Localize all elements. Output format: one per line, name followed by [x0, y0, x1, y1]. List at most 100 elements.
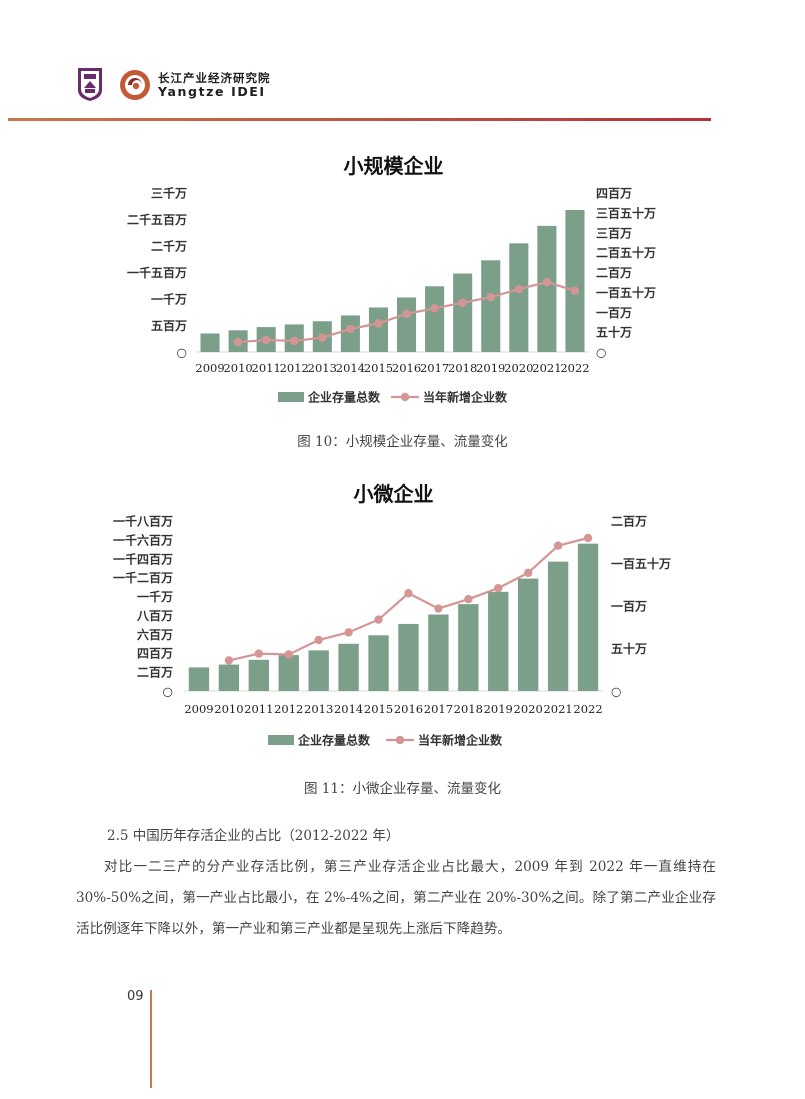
x-tick-label: 2019	[476, 361, 505, 375]
institute-name-en: Yangtze IDEI	[158, 84, 266, 99]
x-tick-label: 2013	[304, 702, 333, 716]
footer-rule	[150, 990, 152, 1088]
x-tick-label: 2010	[214, 702, 243, 716]
right-tick-label: 一百万	[596, 306, 632, 320]
page-number: 09	[127, 989, 144, 1004]
left-tick-label: 一千二百万	[113, 570, 173, 585]
left-tick-label: 一千四百万	[113, 551, 173, 566]
line-point-2011	[254, 649, 264, 658]
bar-2012	[278, 655, 299, 691]
left-tick-label: 五百万	[151, 319, 187, 333]
line-point-2021	[542, 277, 552, 287]
line-point-2018	[464, 595, 473, 604]
left-tick-label: ○	[177, 346, 187, 360]
line-point-2020	[514, 284, 524, 294]
right-tick-label: 二百五十万	[596, 245, 656, 260]
left-tick-label: 三千万	[151, 186, 187, 201]
left-tick-label: 二百万	[137, 666, 173, 680]
x-tick-label: 2022	[573, 702, 602, 716]
line-point-2019	[486, 292, 495, 302]
bar-2015	[368, 307, 389, 352]
line-point-2010	[224, 656, 234, 665]
x-tick-label: 2009	[184, 702, 213, 716]
left-tick-label: 二千万	[151, 239, 187, 254]
left-tick-label: 一千八百万	[113, 514, 173, 529]
legend-bar-swatch	[268, 735, 294, 745]
left-tick-label: 八百万	[136, 609, 173, 623]
right-tick-label: ○	[611, 685, 621, 699]
left-tick-label: 一千万	[151, 292, 187, 307]
line-point-2010	[233, 337, 243, 347]
x-tick-label: 2016	[394, 702, 423, 716]
x-tick-label: 2016	[392, 361, 421, 375]
institute-logo-icon	[120, 70, 150, 100]
x-tick-label: 2018	[448, 361, 477, 375]
x-tick-label: 2009	[195, 361, 224, 375]
section-heading: 2.5 中国历年存活企业的占比（2012-2022 年）	[107, 828, 400, 844]
line-point-2020	[523, 568, 533, 578]
x-tick-label: 2012	[280, 361, 309, 375]
x-tick-label: 2018	[454, 702, 483, 716]
bar-2009	[188, 667, 210, 691]
line-point-2017	[430, 304, 439, 313]
x-tick-label: 2021	[543, 702, 572, 716]
body-paragraph: 对比一二三产的分产业存活比例，第三产业存活企业占比最大，2009 年到 2022…	[76, 859, 716, 937]
line-point-2016	[402, 309, 411, 319]
bar-2021	[547, 561, 569, 691]
figure-11-caption: 图 11：小微企业存量、流量变化	[304, 781, 501, 797]
line-point-2018	[458, 298, 467, 307]
bar-2014	[340, 315, 360, 352]
x-tick-label: 2015	[364, 702, 393, 716]
x-tick-label: 2020	[514, 702, 543, 716]
right-tick-label: 三百万	[596, 226, 632, 240]
left-tick-label: 四百万	[137, 647, 173, 661]
legend-line-marker	[395, 735, 405, 745]
bar-2021	[537, 225, 557, 352]
line-point-2016	[404, 589, 413, 598]
institute-name-cn: 长江产业经济研究院	[158, 71, 271, 85]
bar-2014	[338, 643, 359, 691]
bar-2013	[308, 650, 329, 691]
right-tick-label: 五十万	[611, 641, 647, 656]
right-tick-label: 一百五十万	[611, 556, 671, 571]
x-tick-label: 2012	[274, 702, 303, 716]
line-point-2019	[494, 583, 503, 593]
right-tick-label: 三百五十万	[596, 205, 656, 220]
bar-2020	[509, 243, 529, 352]
line-point-2015	[374, 615, 383, 624]
bar-2016	[396, 297, 417, 352]
line-point-2015	[374, 319, 383, 328]
right-tick-label: ○	[596, 346, 606, 360]
bar-2016	[398, 623, 419, 691]
figure-11-title: 小微企业	[353, 482, 434, 506]
line-point-2012	[290, 336, 299, 346]
line-point-2022	[570, 286, 580, 295]
bar-2017	[425, 286, 445, 352]
bar-2010	[218, 664, 240, 691]
right-tick-label: 二百万	[611, 515, 647, 529]
left-tick-label: 二千五百万	[127, 212, 187, 227]
legend-bar-label: 企业存量总数	[307, 390, 381, 405]
bar-2015	[368, 635, 389, 691]
right-tick-label: 一百五十万	[596, 285, 656, 300]
line-point-2022	[583, 533, 593, 543]
figure-10-chart: ○ 五百万 一千万 一千五百万 二千万 二千五百万 三千万 ○ 五十万 一百万 一百五十万 二百万 二百…	[127, 186, 656, 405]
legend-bar-label: 企业存量总数	[297, 733, 371, 748]
right-tick-label: 四百万	[596, 187, 632, 201]
legend-line-label: 当年新增企业数	[423, 390, 508, 405]
bar-2019	[481, 260, 501, 352]
left-tick-label: 一千五百万	[127, 265, 187, 280]
line-point-2013	[318, 333, 327, 342]
right-tick-label: 二百万	[596, 266, 632, 280]
x-tick-label: 2020	[504, 361, 533, 375]
bar-2009	[200, 333, 220, 352]
line-point-2014	[346, 324, 355, 334]
x-tick-label: 2022	[560, 361, 589, 375]
bar-2011	[248, 659, 269, 691]
header-rule	[8, 118, 711, 121]
bar-2022	[565, 209, 585, 352]
x-tick-label: 2014	[334, 702, 363, 716]
left-tick-label: 六百万	[137, 627, 173, 642]
right-tick-label: 五十万	[596, 325, 632, 340]
line-point-2014	[344, 628, 353, 637]
